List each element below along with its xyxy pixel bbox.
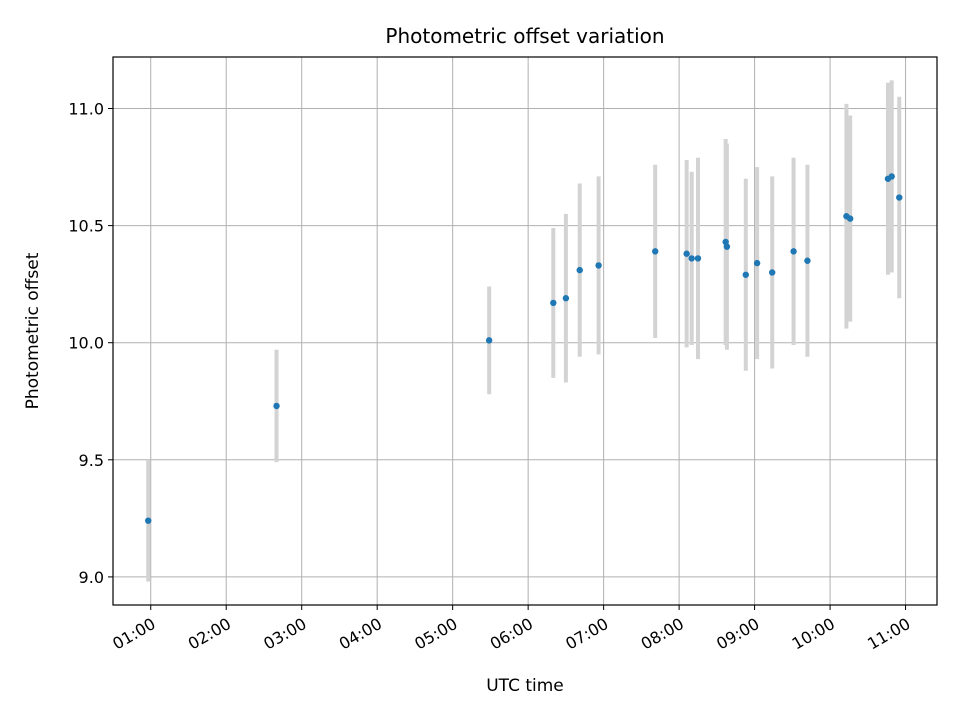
x-tick-label: 04:00 <box>336 614 385 654</box>
data-point <box>273 402 280 410</box>
data-point <box>683 250 690 257</box>
x-tick-label: 09:00 <box>713 614 762 654</box>
data-point <box>145 517 152 524</box>
y-tick-label: 11.0 <box>68 100 104 119</box>
point-layer <box>145 173 903 524</box>
y-tick-label: 9.5 <box>79 451 104 470</box>
data-point <box>742 271 749 278</box>
y-axis-label: Photometric offset <box>23 252 43 409</box>
data-point <box>688 255 695 262</box>
data-point <box>723 243 731 250</box>
y-tick-label: 9.0 <box>79 568 104 587</box>
x-tick-label: 01:00 <box>109 614 158 654</box>
errorbar-layer <box>146 80 902 582</box>
data-point <box>804 257 811 264</box>
data-point <box>753 259 761 267</box>
plot-frame <box>112 56 938 606</box>
data-point <box>896 194 903 201</box>
data-point <box>769 269 776 276</box>
x-axis-label: UTC time <box>486 676 564 696</box>
y-tick-label: 10.5 <box>68 217 104 236</box>
x-tick-label: 10:00 <box>789 614 838 654</box>
x-tick-label: 03:00 <box>260 614 309 654</box>
data-point <box>576 266 583 274</box>
data-point <box>694 255 702 262</box>
x-tick-label: 08:00 <box>638 614 687 654</box>
data-point <box>485 337 493 344</box>
data-point <box>595 262 602 269</box>
data-point <box>562 295 570 302</box>
data-point <box>790 248 797 255</box>
data-point <box>846 215 854 222</box>
x-tick-label: 11:00 <box>864 614 913 654</box>
chart-title: Photometric offset variation <box>385 24 664 48</box>
data-point <box>652 248 659 255</box>
x-tick-label: 06:00 <box>487 614 536 654</box>
data-point <box>888 173 895 180</box>
x-tick-label: 02:00 <box>185 614 234 654</box>
x-tick-label: 07:00 <box>562 614 611 654</box>
y-tick-label: 10.0 <box>68 334 104 353</box>
grid-layer <box>113 57 937 605</box>
x-tick-label: 05:00 <box>411 614 460 654</box>
data-point <box>550 299 557 307</box>
